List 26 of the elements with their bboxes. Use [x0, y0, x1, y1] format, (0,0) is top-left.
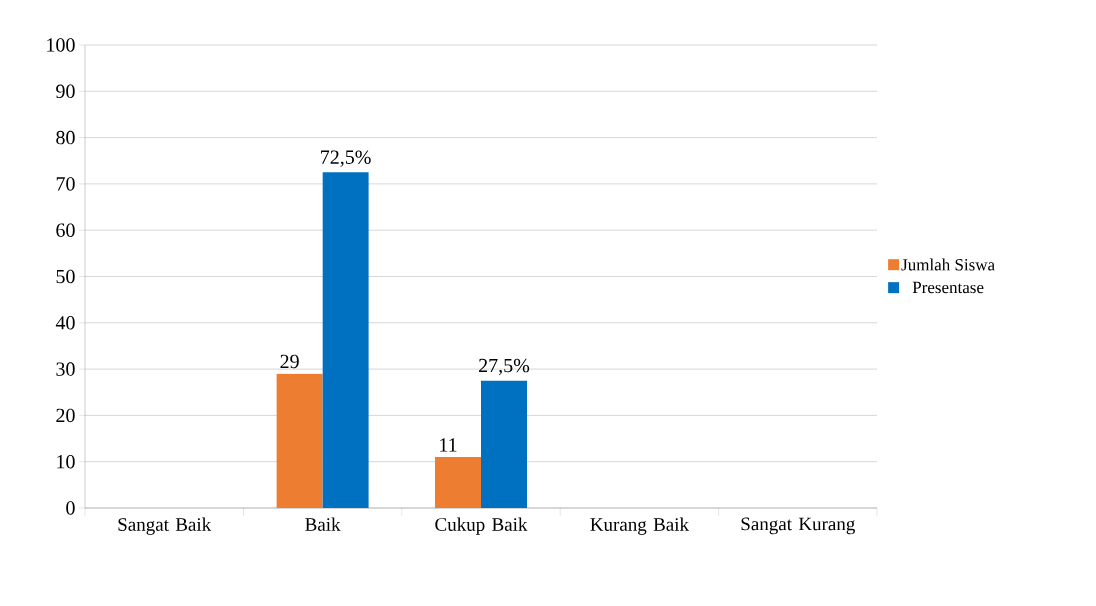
bar [322, 172, 369, 508]
y-tick-label: 50 [56, 269, 75, 284]
y-tick-label: 30 [56, 362, 75, 376]
y-tick-label: 60 [56, 223, 75, 237]
legend-label: Jumlah Siswa [901, 258, 995, 271]
data-label: 11 [440, 438, 457, 452]
x-tick-label: Sangat Baik [118, 517, 212, 535]
bar [276, 373, 323, 508]
y-tick-label: 90 [56, 84, 75, 99]
data-label: 27,5% [479, 358, 530, 376]
x-tick-label: Kurang Baik [590, 517, 690, 535]
bar [435, 457, 481, 508]
y-tick-label: 100 [47, 38, 75, 52]
data-label: 29 [280, 354, 299, 369]
legend-label: Presentase [912, 281, 984, 294]
bar [481, 380, 528, 508]
data-label: 72,5% [321, 150, 371, 167]
x-tick-label: Baik [305, 517, 341, 531]
x-tick-label: Cukup Baik [435, 517, 528, 535]
y-tick-label: 40 [55, 316, 75, 330]
y-tick-label: 10 [57, 454, 75, 469]
y-tick-label: 0 [66, 501, 75, 515]
y-tick-label: 20 [56, 408, 75, 423]
y-tick-label: 80 [56, 130, 75, 145]
x-tick-label: Sangat Kurang [741, 517, 855, 535]
y-tick-label: 70 [56, 177, 75, 191]
